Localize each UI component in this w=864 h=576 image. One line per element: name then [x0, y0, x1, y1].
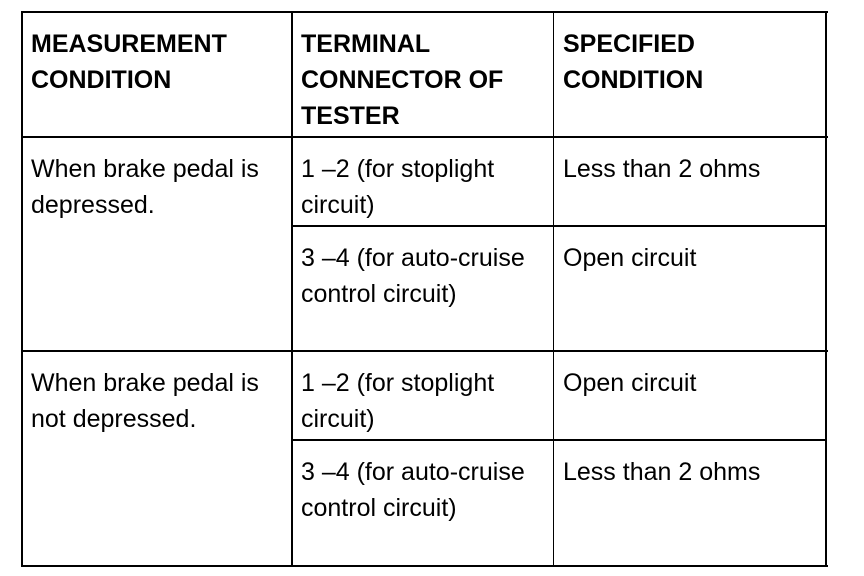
- header-terminal-connector: TERMINAL CONNECTOR OF TESTER: [301, 30, 504, 130]
- condition-cell: When brake pedal is depressed.: [31, 155, 259, 219]
- terminal-cell: 3 –4 (for auto-cruise control circuit): [301, 458, 525, 522]
- border-right: [825, 11, 827, 567]
- specified-cell: Open circuit: [563, 244, 697, 272]
- specified-cell: Open circuit: [563, 369, 697, 397]
- terminal-cell: 1 –2 (for stoplight circuit): [301, 155, 495, 219]
- header-measurement-condition: MEASUREMENT CONDITION: [31, 30, 227, 94]
- divider-col2: [553, 11, 554, 567]
- condition-cell: When brake pedal is not depressed.: [31, 369, 259, 433]
- terminal-cell: 3 –4 (for auto-cruise control circuit): [301, 244, 525, 308]
- terminal-cell: 1 –2 (for stoplight circuit): [301, 369, 495, 433]
- divider-group: [21, 350, 828, 352]
- divider-col1: [291, 11, 293, 567]
- specified-cell: Less than 2 ohms: [563, 155, 761, 183]
- border-left: [21, 11, 23, 567]
- border-top: [21, 11, 828, 13]
- divider-row: [291, 225, 827, 227]
- header-specified-condition: SPECIFIED CONDITION: [563, 30, 704, 94]
- divider-header: [21, 136, 828, 138]
- divider-row: [291, 439, 827, 441]
- border-bottom: [21, 565, 828, 567]
- specified-cell: Less than 2 ohms: [563, 458, 761, 486]
